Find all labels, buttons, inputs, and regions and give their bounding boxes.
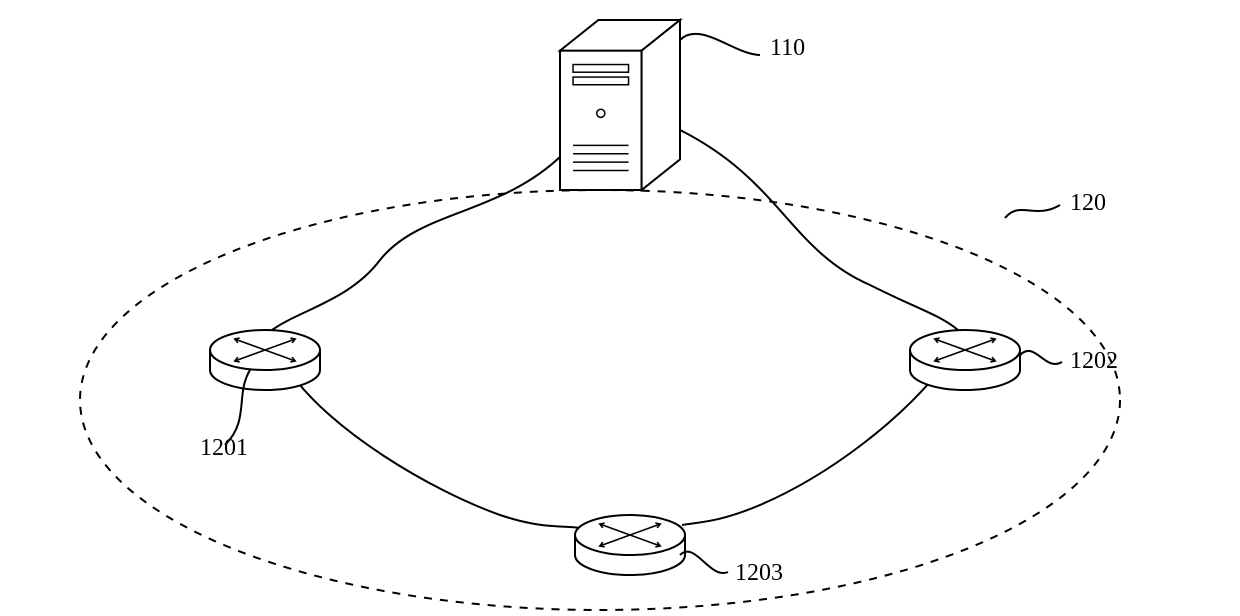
router-right-leader	[1020, 351, 1062, 364]
server-node	[560, 20, 680, 190]
router-node-router-bottom	[575, 515, 685, 575]
edge-server-router-left	[272, 155, 562, 330]
edge-router-right-router-bottom	[682, 370, 940, 525]
router-right-label: 1202	[1070, 348, 1118, 374]
router-bottom-label: 1203	[735, 560, 783, 586]
network-diagram: 110 1201 1202 1203 120	[0, 0, 1240, 616]
edge-server-router-right	[680, 130, 958, 330]
boundary-leader	[1005, 205, 1060, 218]
router-node-router-left	[210, 330, 320, 390]
server-label: 110	[770, 35, 805, 61]
boundary-label: 120	[1070, 190, 1106, 216]
router-left-label: 1201	[200, 435, 248, 461]
router-node-router-right	[910, 330, 1020, 390]
server-leader	[680, 34, 760, 55]
router-bottom-leader	[680, 552, 728, 573]
edge-router-left-router-bottom	[290, 372, 580, 528]
